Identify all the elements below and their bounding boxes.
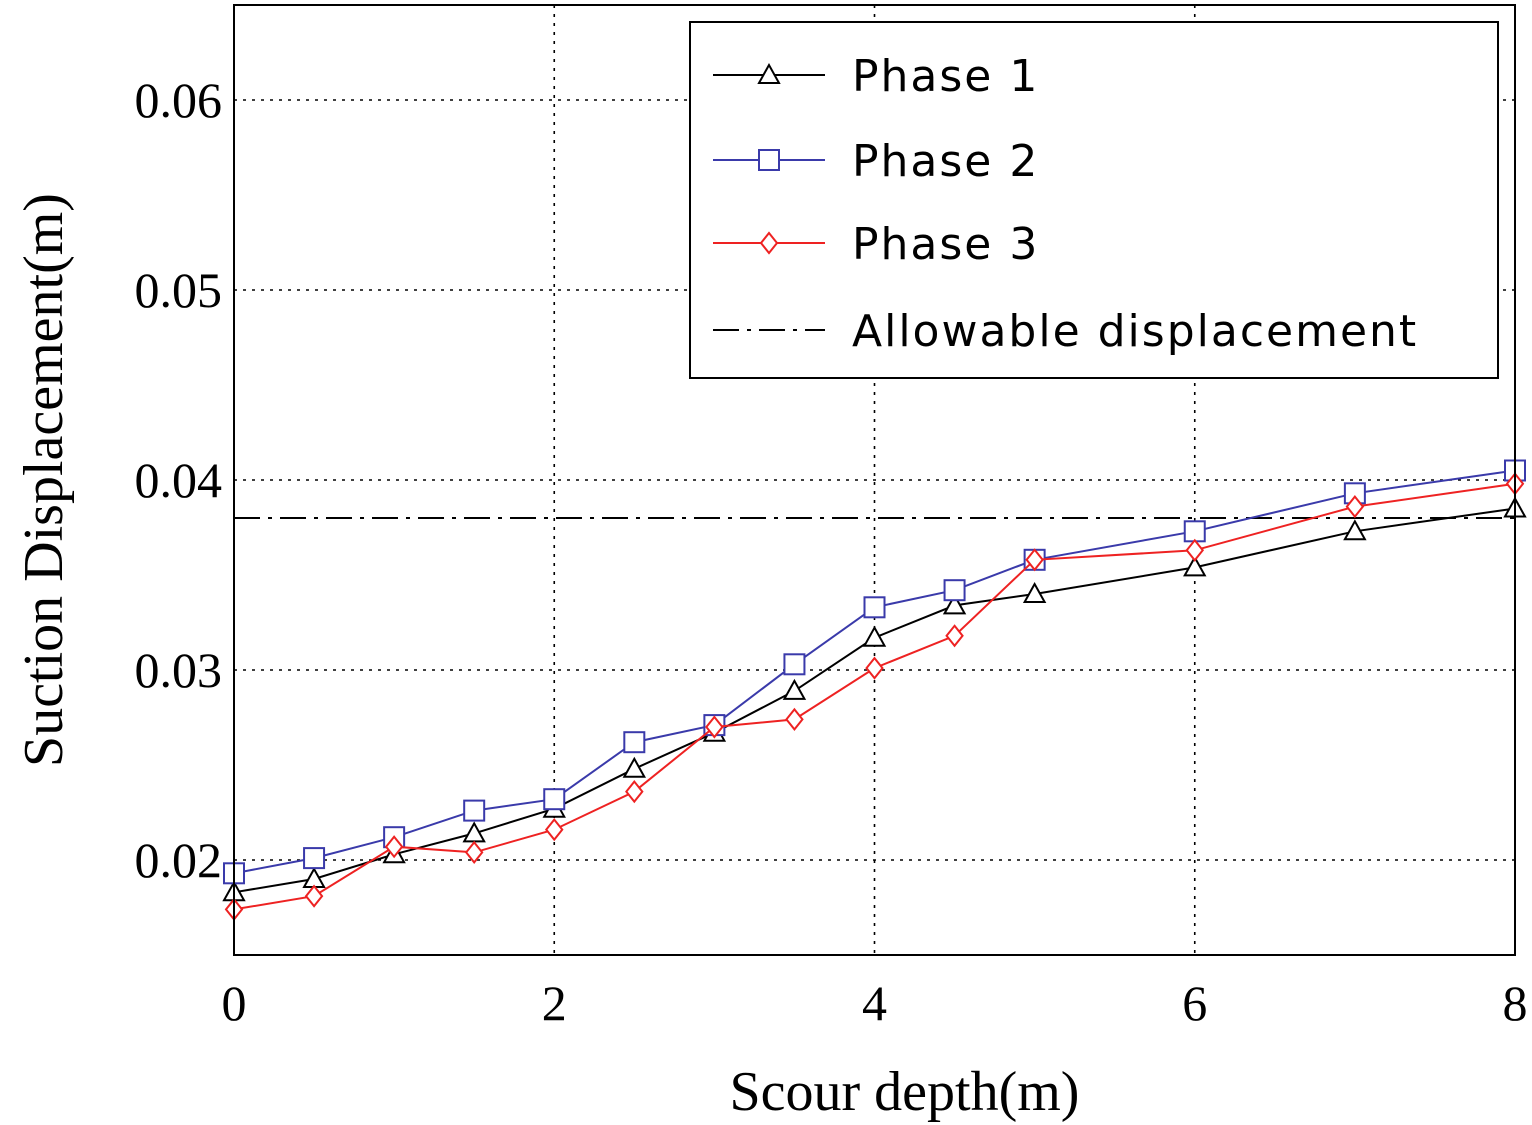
y-tick-label: 0.03 [135, 642, 223, 698]
series-2 [223, 459, 1526, 885]
y-tick-label: 0.04 [135, 452, 223, 508]
data-point-series-1 [622, 756, 647, 778]
data-point-series-1 [862, 625, 887, 647]
x-tick-label: 4 [862, 975, 887, 1031]
x-tick-label: 2 [542, 975, 567, 1031]
data-point-series-1 [782, 678, 807, 700]
legend-marker-triangle [757, 62, 781, 84]
data-point-series-1 [1183, 555, 1207, 577]
y-tick-label: 0.02 [135, 832, 223, 888]
data-point-series-3 [785, 707, 804, 732]
data-point-series-2 [863, 596, 886, 619]
data-point-series-3 [1025, 548, 1044, 572]
data-point-series-1 [462, 821, 486, 843]
x-tick-label: 8 [1503, 975, 1528, 1031]
data-point-series-1 [1022, 581, 1047, 603]
legend-label: Phase 2 [852, 136, 1039, 187]
legend-box [689, 21, 1499, 379]
legend-label: Allowable displacement [852, 306, 1418, 357]
x-axis-tick-labels: 0 2 4 6 8 [222, 975, 1528, 1031]
legend-label: Phase 3 [852, 219, 1039, 270]
data-point-series-2 [783, 653, 806, 676]
data-point-series-3 [544, 817, 564, 842]
legend-marker-diamond [759, 231, 779, 255]
legend-entry-1: Phase 1 [713, 51, 1039, 102]
data-point-series-2 [1183, 520, 1206, 543]
data-point-series-3 [705, 715, 724, 739]
legend-entry-3: Phase 3 [713, 219, 1039, 270]
data-point-series-3 [865, 656, 884, 680]
legend-entry-allowable: Allowable displacement [713, 306, 1418, 357]
x-axis-title: Scour depth(m) [730, 1061, 1080, 1123]
legend-label: Phase 1 [852, 51, 1039, 102]
series-line-3 [233, 482, 1516, 911]
data-point-series-3 [1185, 538, 1205, 562]
data-point-series-3 [1345, 494, 1365, 519]
data-point-series-3 [304, 884, 324, 908]
data-point-series-1 [1343, 519, 1367, 541]
y-axis-title: Suction Displacement(m) [13, 193, 75, 767]
data-point-series-2 [623, 731, 646, 754]
series-lines [222, 459, 1527, 922]
data-point-series-1 [302, 866, 326, 888]
data-point-series-3 [625, 779, 644, 804]
data-point-series-2 [303, 847, 326, 870]
x-tick-label: 0 [222, 975, 247, 1031]
data-point-series-3 [945, 624, 964, 648]
series-line-2 [233, 469, 1516, 875]
data-point-series-3 [384, 835, 404, 859]
legend-marker-square [758, 149, 780, 171]
series-line-1 [233, 507, 1516, 894]
legend-entry-2: Phase 2 [713, 136, 1039, 187]
y-tick-label: 0.06 [135, 72, 223, 128]
plot-area-frame [233, 4, 1516, 956]
y-axis-tick-labels: 0.02 0.03 0.04 0.05 0.06 [135, 72, 223, 888]
series-3 [224, 472, 1525, 922]
data-point-series-2 [943, 579, 966, 602]
legend: Phase 1 Phase 2 Phase 3 Allowable displacem… [689, 21, 1499, 379]
y-tick-label: 0.05 [135, 262, 223, 318]
legend-items: Phase 1 Phase 2 Phase 3 Allowable displacem… [713, 51, 1418, 357]
data-point-series-2 [543, 788, 566, 811]
data-point-series-1 [942, 593, 967, 615]
data-point-series-2 [463, 799, 486, 822]
data-point-series-3 [464, 840, 484, 865]
x-tick-label: 6 [1182, 975, 1207, 1031]
